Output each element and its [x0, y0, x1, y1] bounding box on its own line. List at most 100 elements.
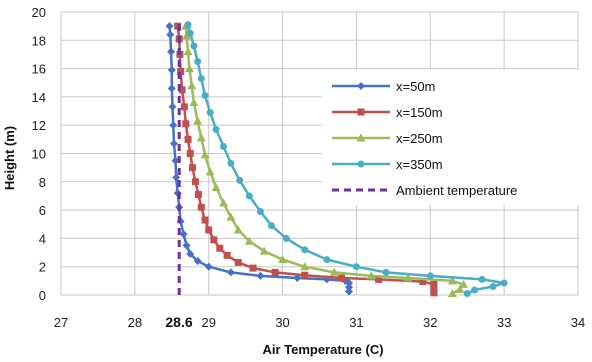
legend: x=50m x=150m x=250m x=350m Ambient temperatu…: [322, 70, 580, 205]
y-tick-label: 12: [32, 118, 46, 133]
legend-item-x-250m: x=250m: [332, 131, 443, 146]
x-tick-label: 31: [349, 315, 363, 330]
data-point: [345, 287, 354, 296]
data-point: [293, 274, 302, 283]
data-point: [194, 58, 202, 66]
data-point: [165, 22, 174, 31]
data-point: [166, 30, 175, 39]
data-point: [459, 279, 469, 288]
x-tick-label: 27: [54, 315, 68, 330]
data-point: [430, 280, 438, 288]
data-point: [500, 279, 508, 287]
data-point: [419, 278, 427, 286]
data-point: [186, 249, 195, 258]
data-point: [366, 271, 376, 280]
data-point: [171, 156, 180, 165]
data-point: [178, 86, 186, 94]
data-point: [191, 178, 199, 186]
data-point: [169, 121, 178, 130]
data-point: [206, 108, 214, 116]
legend-marker: [356, 133, 366, 142]
x-tick-label: 34: [571, 315, 585, 330]
data-point: [226, 212, 236, 221]
data-point: [186, 29, 194, 37]
data-point: [223, 251, 231, 259]
data-point: [201, 216, 209, 224]
data-point: [245, 192, 253, 200]
data-point: [256, 208, 264, 216]
data-point: [227, 159, 235, 167]
data-point: [193, 116, 203, 125]
data-point: [194, 191, 202, 199]
series-x-50m: [165, 22, 354, 296]
data-point: [190, 42, 198, 50]
data-point: [177, 67, 185, 75]
data-point: [218, 198, 228, 207]
y-tick-label: 4: [39, 231, 46, 246]
data-point: [301, 271, 309, 279]
y-tick-label: 0: [39, 288, 46, 303]
data-point: [204, 262, 213, 271]
data-point: [447, 289, 457, 298]
data-point: [403, 273, 413, 282]
legend-item-x-350m: x=350m: [332, 157, 443, 172]
data-point: [489, 283, 497, 291]
data-point: [188, 164, 196, 172]
data-point: [233, 225, 243, 234]
x-tick-label: 28: [128, 315, 142, 330]
data-point: [212, 125, 220, 133]
data-point: [300, 262, 310, 271]
data-point: [278, 255, 288, 264]
data-point: [352, 263, 360, 271]
series-x-350m: [184, 21, 508, 298]
data-point: [226, 268, 235, 277]
y-axis-title: Height (m): [2, 126, 17, 190]
data-point: [168, 102, 177, 111]
x-tick-label: 29: [201, 315, 215, 330]
y-tick-label: 6: [39, 203, 46, 218]
data-point: [375, 275, 383, 283]
series-line: [176, 26, 436, 293]
data-point: [430, 285, 438, 293]
legend-label: x=350m: [396, 157, 443, 172]
data-point: [455, 284, 465, 293]
data-point: [180, 103, 188, 111]
data-point: [430, 289, 438, 297]
data-point: [205, 167, 215, 176]
y-tick-label: 14: [32, 90, 46, 105]
data-point: [267, 222, 275, 230]
data-point: [447, 276, 457, 285]
data-point: [345, 283, 354, 292]
data-point: [256, 271, 265, 280]
legend-item-x-50m: x=50m: [332, 79, 435, 94]
data-point: [197, 75, 205, 83]
x-axis-title: Air Temperature (C): [262, 342, 383, 357]
data-point: [249, 264, 257, 272]
data-point: [189, 98, 199, 107]
data-point: [471, 286, 479, 294]
data-point: [323, 256, 331, 264]
data-point: [259, 246, 269, 255]
data-point: [172, 173, 181, 182]
legend-item-x-150m: x=150m: [332, 105, 443, 120]
x-tick-label: 30: [275, 315, 289, 330]
data-point: [182, 31, 192, 40]
data-point: [174, 22, 182, 30]
data-point: [219, 142, 227, 150]
data-point: [338, 274, 346, 282]
data-point: [210, 236, 218, 244]
data-point: [184, 135, 192, 143]
y-tick-label: 2: [39, 260, 46, 275]
data-point: [234, 258, 242, 266]
data-point: [182, 241, 191, 250]
legend-label: x=150m: [396, 105, 443, 120]
x-tick-label: 32: [423, 315, 437, 330]
data-point: [329, 267, 339, 276]
legend-item-ambient-temperature: Ambient temperature: [332, 183, 517, 198]
data-point: [236, 176, 244, 184]
data-point: [200, 150, 210, 159]
data-point: [271, 268, 279, 276]
y-tick-label: 18: [32, 33, 46, 48]
data-point: [186, 150, 194, 157]
